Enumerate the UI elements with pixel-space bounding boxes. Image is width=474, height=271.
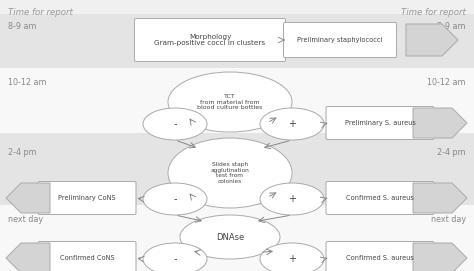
FancyBboxPatch shape [38,241,136,271]
Text: DNAse: DNAse [216,233,244,241]
Text: 10-12 am: 10-12 am [428,78,466,87]
FancyBboxPatch shape [326,241,434,271]
Text: Preliminary S. aureus: Preliminary S. aureus [345,120,415,126]
FancyBboxPatch shape [38,182,136,215]
Text: Preliminary staphylococci: Preliminary staphylococci [297,37,383,43]
Polygon shape [406,24,458,56]
Text: next day: next day [431,215,466,224]
Text: +: + [288,119,296,129]
Text: Slidex staph
agglutination
test from
colonies: Slidex staph agglutination test from col… [210,162,249,184]
Polygon shape [413,243,467,271]
Text: +: + [288,194,296,204]
Ellipse shape [260,183,324,215]
Polygon shape [413,183,467,213]
Ellipse shape [260,243,324,271]
Ellipse shape [143,108,207,140]
Polygon shape [6,183,50,213]
Ellipse shape [260,108,324,140]
Text: next day: next day [8,215,43,224]
Text: Confirmed CoNS: Confirmed CoNS [60,255,114,261]
Bar [0,14,474,68]
Bar [0,133,474,205]
Text: -: - [173,254,177,264]
Text: Time for report: Time for report [8,8,73,17]
Text: Morphology
Gram-positive cocci in clusters: Morphology Gram-positive cocci in cluste… [155,34,265,47]
Text: 10-12 am: 10-12 am [8,78,46,87]
Text: 2-4 pm: 2-4 pm [8,148,36,157]
Text: Preliminary CoNS: Preliminary CoNS [58,195,116,201]
FancyBboxPatch shape [135,18,285,62]
Bar [0,205,474,271]
FancyBboxPatch shape [326,107,434,140]
FancyBboxPatch shape [326,182,434,215]
Text: -: - [173,119,177,129]
Text: 8-9 am: 8-9 am [8,22,36,31]
Polygon shape [413,108,467,138]
Ellipse shape [143,243,207,271]
Bar [0,68,474,133]
Text: TCT
from material from
blood culture bottles: TCT from material from blood culture bot… [197,94,263,110]
Text: 2-4 pm: 2-4 pm [438,148,466,157]
Text: Time for report: Time for report [401,8,466,17]
FancyBboxPatch shape [283,22,396,57]
Text: Confirmed S. aureus: Confirmed S. aureus [346,255,414,261]
Ellipse shape [180,215,280,259]
Polygon shape [6,243,50,271]
Text: +: + [288,254,296,264]
Ellipse shape [168,72,292,132]
Text: -: - [173,194,177,204]
Ellipse shape [168,138,292,208]
Ellipse shape [143,183,207,215]
Text: Confirmed S. aureus: Confirmed S. aureus [346,195,414,201]
Text: 8-9 am: 8-9 am [438,22,466,31]
